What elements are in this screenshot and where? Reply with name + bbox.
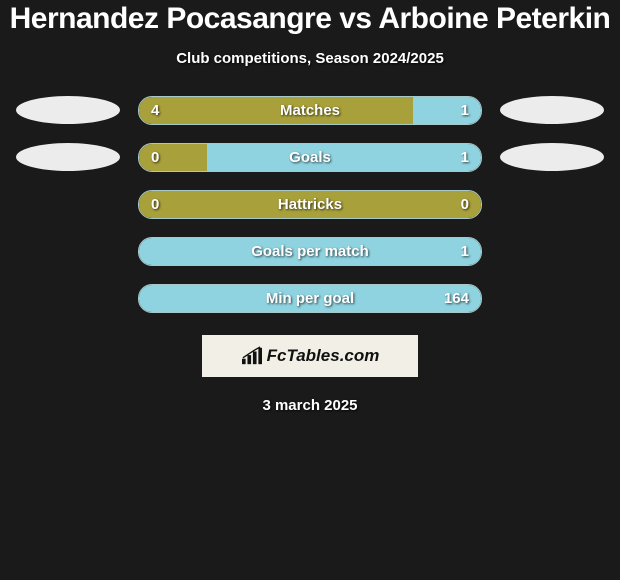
- date-label: 3 march 2025: [0, 397, 620, 414]
- bar-segment-left: [139, 97, 413, 124]
- bar-segment-right: [413, 97, 481, 124]
- spacer: [500, 283, 604, 313]
- stat-bar: Hattricks00: [138, 190, 482, 219]
- club-logo-left: [16, 95, 120, 125]
- page-title: Hernandez Pocasangre vs Arboine Peterkin: [0, 2, 620, 36]
- brand-badge: FcTables.com: [202, 335, 418, 377]
- spacer: [16, 189, 120, 219]
- spacer: [16, 283, 120, 313]
- stat-rows: Matches41 Goals01 Hattricks00 Goals per mat…: [0, 95, 620, 313]
- bar-segment-right: [139, 285, 481, 312]
- spacer: [500, 236, 604, 266]
- bar-chart-icon: [241, 346, 263, 366]
- club-logo-left: [16, 142, 120, 172]
- stat-row: Goals per match1: [0, 236, 620, 266]
- brand-text: FcTables.com: [267, 346, 380, 366]
- stat-bar: Goals per match1: [138, 237, 482, 266]
- bar-segment-right: [207, 144, 481, 171]
- bar-segment-left: [139, 144, 207, 171]
- club-logo-right: [500, 95, 604, 125]
- comparison-infographic: Hernandez Pocasangre vs Arboine Peterkin…: [0, 0, 620, 414]
- stat-row: Hattricks00: [0, 189, 620, 219]
- bar-segment-left: [139, 191, 481, 218]
- bar-segment-right: [139, 238, 481, 265]
- subtitle: Club competitions, Season 2024/2025: [0, 50, 620, 67]
- stat-bar: Min per goal164: [138, 284, 482, 313]
- stat-row: Goals01: [0, 142, 620, 172]
- stat-row: Min per goal164: [0, 283, 620, 313]
- spacer: [500, 189, 604, 219]
- club-logo-right: [500, 142, 604, 172]
- spacer: [16, 236, 120, 266]
- stat-bar: Matches41: [138, 96, 482, 125]
- stat-row: Matches41: [0, 95, 620, 125]
- stat-bar: Goals01: [138, 143, 482, 172]
